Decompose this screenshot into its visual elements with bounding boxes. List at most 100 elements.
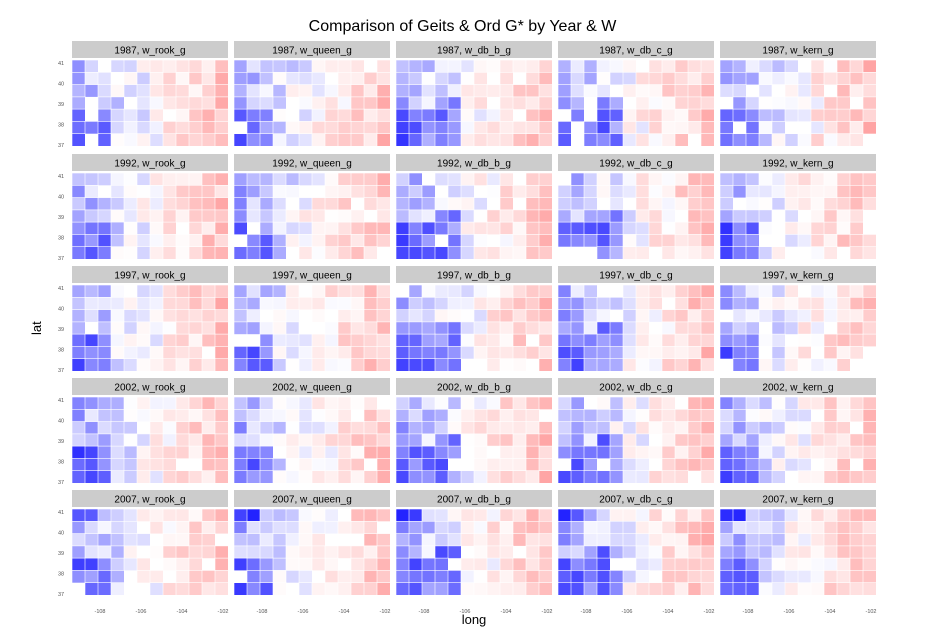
- county-cell: [71, 246, 86, 260]
- county-cell: [337, 59, 352, 73]
- x-tick-label: -104: [824, 609, 835, 615]
- facet-panel: 1992, w_kern_g: [719, 154, 877, 260]
- county-cell: [700, 358, 715, 372]
- county-cell: [784, 582, 799, 596]
- county-cell: [285, 172, 300, 186]
- county-cell: [71, 108, 86, 122]
- county-cell: [175, 96, 190, 110]
- county-cell: [687, 545, 702, 559]
- county-cell: [149, 84, 164, 98]
- county-cell: [71, 396, 86, 410]
- county-cell: [395, 396, 410, 410]
- county-cell: [583, 570, 598, 584]
- county-cell: [596, 520, 611, 535]
- county-cell: [350, 458, 365, 472]
- facet-strip-label: 1992, w_rook_g: [114, 159, 185, 170]
- county-cell: [84, 185, 99, 199]
- county-cell: [622, 221, 637, 236]
- county-cell: [732, 72, 747, 86]
- county-cell: [745, 321, 760, 335]
- county-cell: [421, 59, 436, 73]
- county-cell: [661, 520, 676, 535]
- county-cell: [188, 421, 203, 435]
- county-cell: [272, 84, 287, 98]
- county-cell: [622, 396, 637, 410]
- county-cell: [596, 108, 611, 122]
- county-cell: [499, 333, 514, 348]
- county-cell: [214, 221, 229, 236]
- county-cell: [583, 508, 598, 522]
- county-cell: [596, 582, 611, 596]
- county-cell: [771, 408, 786, 423]
- county-cell: [648, 470, 663, 484]
- county-cell: [836, 59, 851, 73]
- county-cell: [499, 557, 514, 571]
- county-cell: [570, 582, 585, 596]
- county-cell: [408, 358, 423, 372]
- county-cell: [849, 284, 864, 298]
- county-cell: [661, 234, 676, 248]
- county-cell: [700, 234, 715, 248]
- county-cell: [110, 508, 125, 522]
- county-cell: [557, 133, 572, 147]
- county-cell: [784, 570, 799, 584]
- county-cell: [771, 470, 786, 484]
- county-cell: [635, 557, 650, 571]
- county-cell: [771, 133, 786, 147]
- county-cell: [771, 358, 786, 372]
- county-cell: [810, 470, 825, 484]
- county-cell: [635, 508, 650, 522]
- county-cell: [311, 197, 326, 211]
- county-cell: [272, 470, 287, 484]
- facet-strip-label: 2007, w_queen_g: [272, 495, 352, 506]
- county-cell: [298, 533, 313, 547]
- county-cell: [635, 221, 650, 236]
- county-cell: [298, 96, 313, 110]
- facet-strip: [396, 490, 552, 507]
- county-cell: [259, 358, 274, 372]
- county-cell: [460, 284, 475, 298]
- county-cell: [84, 121, 99, 135]
- county-cell: [700, 284, 715, 298]
- county-cell: [635, 246, 650, 260]
- county-cell: [836, 408, 851, 423]
- county-cell: [499, 296, 514, 311]
- county-cell: [557, 533, 572, 547]
- county-cell: [233, 246, 248, 260]
- county-cell: [674, 533, 689, 547]
- county-cell: [570, 445, 585, 460]
- county-cell: [557, 545, 572, 559]
- x-tick-label: -102: [541, 609, 552, 615]
- county-cell: [350, 108, 365, 122]
- county-cell: [188, 309, 203, 323]
- county-cell: [596, 296, 611, 311]
- county-cell: [421, 296, 436, 311]
- county-cell: [188, 333, 203, 348]
- county-cell: [421, 358, 436, 372]
- county-cell: [700, 396, 715, 410]
- county-cell: [311, 221, 326, 236]
- county-cell: [732, 408, 747, 423]
- county-cell: [583, 185, 598, 199]
- county-cell: [395, 84, 410, 98]
- county-cell: [162, 59, 177, 73]
- county-cell: [84, 396, 99, 410]
- county-cell: [421, 221, 436, 236]
- county-cell: [350, 557, 365, 571]
- county-cell: [136, 508, 151, 522]
- county-cell: [337, 221, 352, 236]
- county-cell: [175, 296, 190, 311]
- county-cell: [408, 172, 423, 186]
- county-cell: [771, 59, 786, 73]
- county-cell: [214, 72, 229, 86]
- county-cell: [661, 309, 676, 323]
- county-cell: [136, 284, 151, 298]
- county-cell: [499, 234, 514, 248]
- county-cell: [136, 408, 151, 423]
- county-cell: [97, 421, 112, 435]
- county-cell: [557, 185, 572, 199]
- county-cell: [674, 408, 689, 423]
- county-cell: [823, 396, 838, 410]
- county-cell: [376, 172, 391, 186]
- county-cell: [486, 209, 501, 223]
